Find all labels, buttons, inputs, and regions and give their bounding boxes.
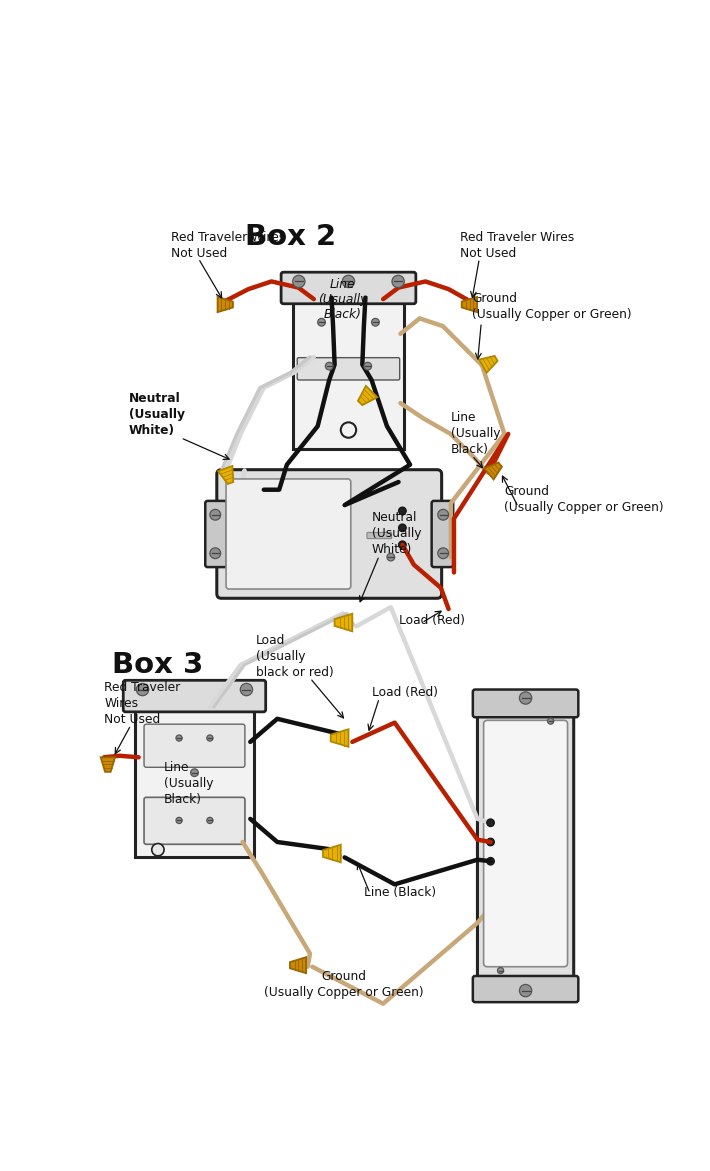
Polygon shape <box>462 297 477 313</box>
Circle shape <box>240 684 253 696</box>
Circle shape <box>210 509 221 520</box>
Text: Box 3: Box 3 <box>112 651 204 678</box>
Circle shape <box>520 692 532 704</box>
Circle shape <box>486 819 494 827</box>
Circle shape <box>486 857 494 865</box>
FancyBboxPatch shape <box>135 704 254 857</box>
Text: Red Traveler Wires
Not Used: Red Traveler Wires Not Used <box>171 231 285 260</box>
Polygon shape <box>331 730 349 747</box>
Circle shape <box>207 735 213 741</box>
FancyBboxPatch shape <box>293 295 404 450</box>
Circle shape <box>398 541 406 549</box>
Circle shape <box>176 817 182 823</box>
FancyBboxPatch shape <box>297 357 400 381</box>
Text: Box 2: Box 2 <box>244 224 336 252</box>
Text: Red Traveler
Wires
Not Used: Red Traveler Wires Not Used <box>104 680 180 726</box>
Text: Load (Red): Load (Red) <box>371 686 437 699</box>
Polygon shape <box>218 466 234 484</box>
FancyBboxPatch shape <box>484 720 567 967</box>
Polygon shape <box>484 463 502 479</box>
Circle shape <box>364 362 371 370</box>
Text: Neutral
(Usually
White): Neutral (Usually White) <box>371 512 421 556</box>
Circle shape <box>371 319 379 326</box>
Text: Line
(Usually
Black): Line (Usually Black) <box>164 761 213 807</box>
Text: Load (Red): Load (Red) <box>398 615 464 628</box>
Circle shape <box>341 423 356 438</box>
FancyBboxPatch shape <box>473 975 579 1002</box>
FancyBboxPatch shape <box>226 479 351 589</box>
Circle shape <box>498 967 503 973</box>
Circle shape <box>152 843 164 856</box>
Circle shape <box>210 548 221 559</box>
FancyBboxPatch shape <box>281 272 416 303</box>
Polygon shape <box>290 957 306 973</box>
FancyBboxPatch shape <box>477 704 574 988</box>
Circle shape <box>486 838 494 845</box>
Circle shape <box>317 319 325 326</box>
FancyBboxPatch shape <box>124 680 266 712</box>
Polygon shape <box>217 297 233 313</box>
Polygon shape <box>358 386 377 405</box>
Circle shape <box>325 362 333 370</box>
Circle shape <box>136 684 148 696</box>
Text: Ground
(Usually Copper or Green): Ground (Usually Copper or Green) <box>504 485 664 514</box>
Text: Ground
(Usually Copper or Green): Ground (Usually Copper or Green) <box>264 970 423 999</box>
Circle shape <box>392 275 404 288</box>
FancyBboxPatch shape <box>217 470 442 598</box>
FancyBboxPatch shape <box>473 690 579 718</box>
FancyBboxPatch shape <box>205 501 226 567</box>
FancyBboxPatch shape <box>367 533 392 539</box>
Text: Line (Black): Line (Black) <box>364 886 436 899</box>
Circle shape <box>190 769 198 776</box>
FancyBboxPatch shape <box>144 797 245 844</box>
Circle shape <box>438 509 449 520</box>
Circle shape <box>387 553 395 561</box>
Polygon shape <box>334 614 352 631</box>
Circle shape <box>176 735 182 741</box>
Text: Neutral
(Usually
White): Neutral (Usually White) <box>129 392 185 437</box>
Circle shape <box>207 817 213 823</box>
FancyBboxPatch shape <box>432 501 453 567</box>
Circle shape <box>547 718 554 724</box>
Text: Red Traveler Wires
Not Used: Red Traveler Wires Not Used <box>460 231 574 260</box>
Text: Ground
(Usually Copper or Green): Ground (Usually Copper or Green) <box>472 293 632 321</box>
FancyBboxPatch shape <box>144 724 245 767</box>
Circle shape <box>438 548 449 559</box>
Circle shape <box>342 275 354 288</box>
Text: Line
(Usually
Black): Line (Usually Black) <box>317 279 367 321</box>
Circle shape <box>398 523 406 532</box>
Polygon shape <box>479 356 498 372</box>
Circle shape <box>398 507 406 515</box>
Circle shape <box>293 275 305 288</box>
Polygon shape <box>101 758 115 772</box>
Text: Load
(Usually
black or red): Load (Usually black or red) <box>256 635 334 679</box>
Text: Line
(Usually
Black): Line (Usually Black) <box>451 411 500 457</box>
Circle shape <box>520 985 532 997</box>
Polygon shape <box>323 844 341 862</box>
